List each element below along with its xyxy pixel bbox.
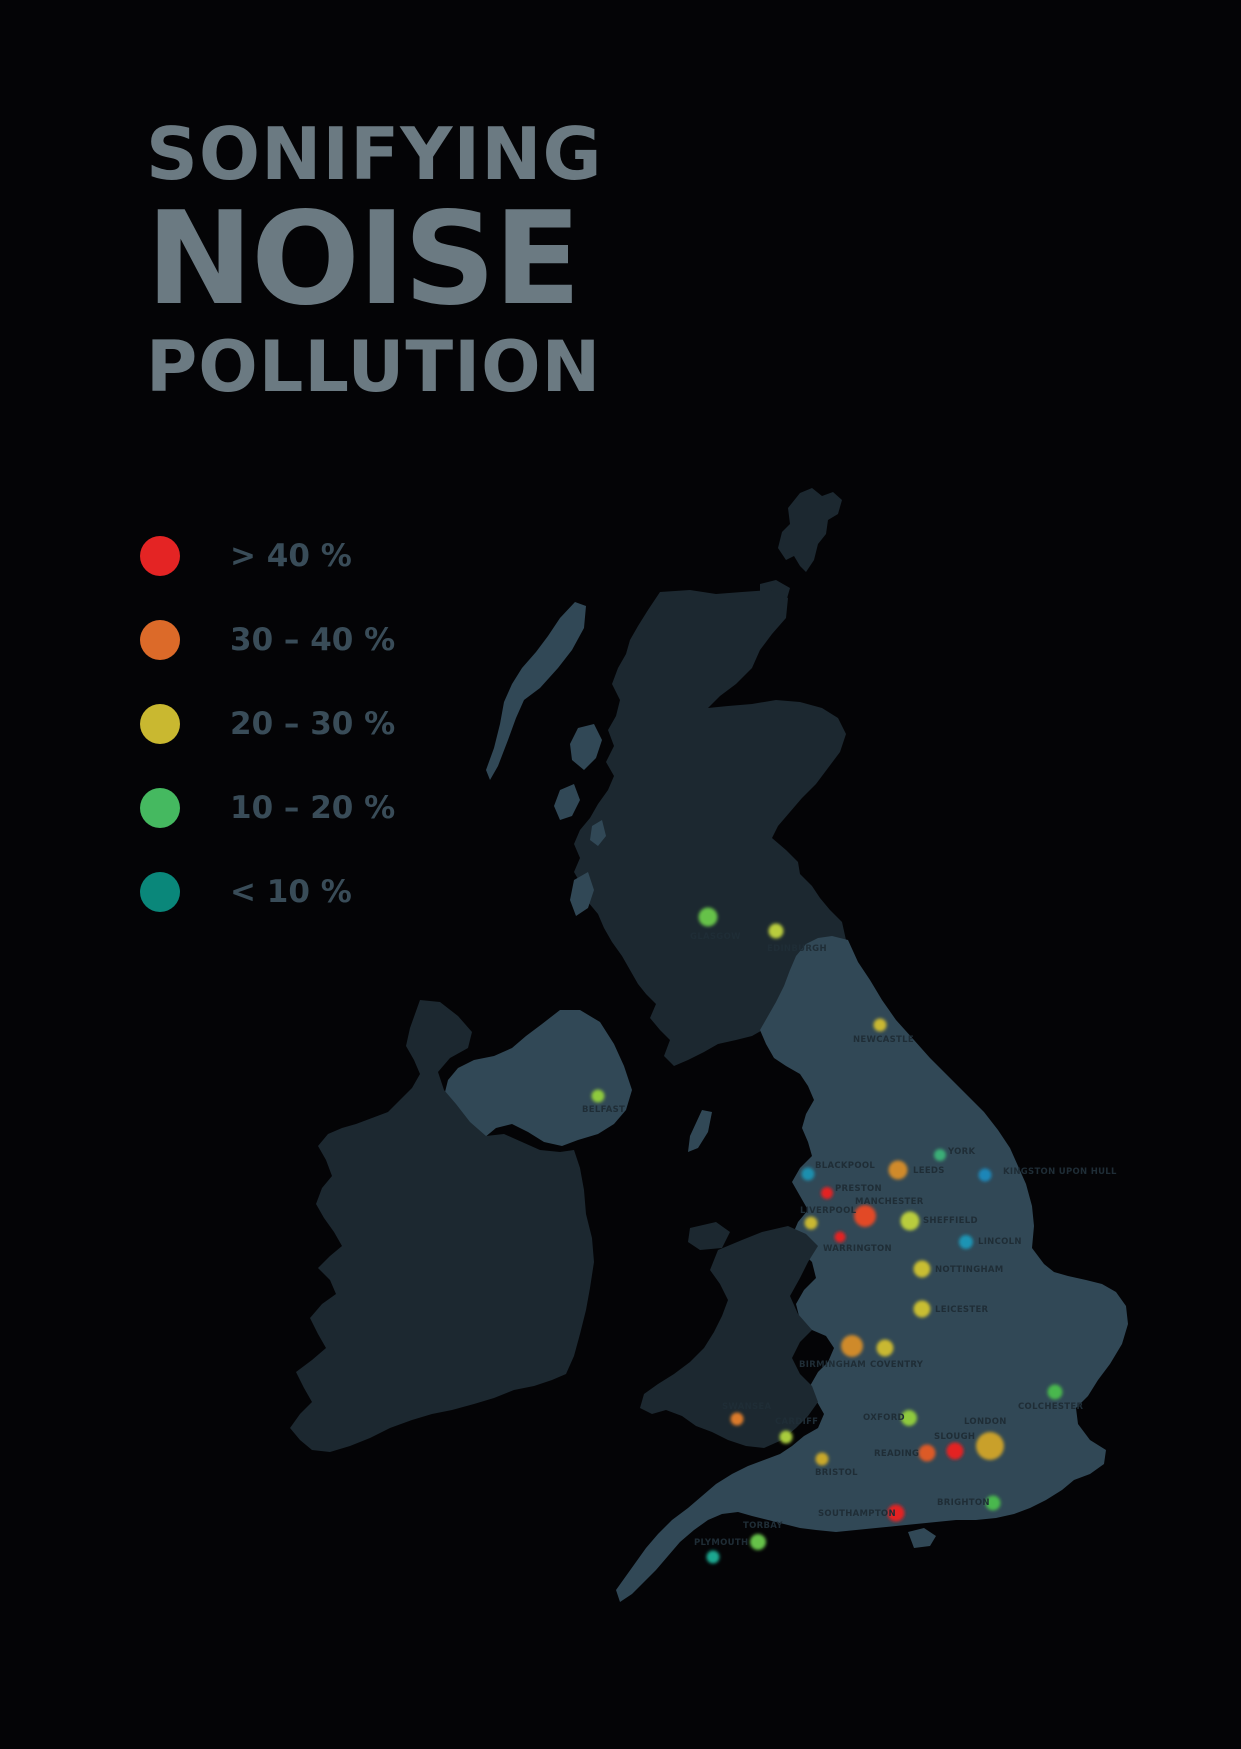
legend-label: < 10 % [230,874,352,910]
city-label-nottingham: NOTTINGHAM [935,1265,1004,1275]
city-label-london: LONDON [964,1417,1007,1427]
legend-label: 10 – 20 % [230,790,396,826]
city-label-cardiff: CARDIFF [775,1417,818,1427]
wales [640,1226,818,1448]
legend-label: 30 – 40 % [230,622,396,658]
city-marker-colchester[interactable] [1047,1384,1063,1400]
city-marker-belfast[interactable] [591,1089,605,1103]
city-marker-reading[interactable] [918,1444,936,1462]
city-label-kingston-upon-hull: KINGSTON UPON HULL [1003,1167,1117,1177]
city-marker-warrington[interactable] [834,1231,846,1243]
city-marker-kingston-upon-hull[interactable] [978,1168,992,1182]
city-label-warrington: WARRINGTON [823,1244,892,1254]
city-marker-nottingham[interactable] [913,1260,931,1278]
city-marker-leicester[interactable] [913,1300,931,1318]
city-marker-torbay[interactable] [750,1534,766,1550]
city-label-coventry: COVENTRY [870,1360,924,1370]
legend-swatch-red [140,536,180,576]
shetland-islands [778,488,842,572]
city-marker-plymouth[interactable] [706,1550,720,1564]
city-label-glasgow: GLASGOW [690,932,741,942]
city-label-preston: PRESTON [835,1184,882,1194]
city-marker-preston[interactable] [821,1187,833,1199]
city-marker-brighton[interactable] [985,1495,1001,1511]
city-label-lincoln: LINCOLN [978,1237,1022,1247]
city-label-oxford: OXFORD [863,1413,905,1423]
city-markers: GLASGOW EDINBURGH NEWCASTLE BELFAST BLAC… [582,907,1117,1564]
scotland [574,590,846,1066]
city-marker-manchester[interactable] [854,1205,876,1227]
title-line-1: SONIFYING [146,112,603,196]
city-label-edinburgh: EDINBURGH [767,944,827,954]
city-marker-leeds[interactable] [888,1160,908,1180]
city-label-manchester: MANCHESTER [855,1197,924,1207]
city-label-york: YORK [947,1147,976,1157]
city-marker-london[interactable] [976,1432,1004,1460]
england [616,936,1128,1602]
city-marker-southampton[interactable] [887,1504,905,1522]
city-marker-york[interactable] [934,1149,946,1161]
outer-hebrides [486,602,586,780]
city-label-colchester: COLCHESTER [1018,1402,1083,1412]
city-label-southampton: SOUTHAMPTON [818,1509,896,1519]
city-label-leeds: LEEDS [913,1166,945,1176]
ireland [290,1000,594,1452]
city-label-newcastle: NEWCASTLE [853,1035,914,1045]
city-marker-bristol[interactable] [815,1452,829,1466]
legend-swatch-green [140,788,180,828]
land-masses [290,488,1128,1602]
title-line-2: NOISE [146,185,581,334]
city-marker-oxford[interactable] [901,1410,917,1426]
city-marker-liverpool[interactable] [804,1216,818,1230]
city-label-swansea: SWANSEA [722,1402,772,1412]
city-label-brighton: BRIGHTON [937,1498,990,1508]
city-label-belfast: BELFAST [582,1105,625,1115]
city-label-blackpool: BLACKPOOL [815,1161,875,1171]
city-marker-swansea[interactable] [730,1412,744,1426]
legend-label: 20 – 30 % [230,706,396,742]
city-marker-cardiff[interactable] [779,1430,793,1444]
city-marker-edinburgh[interactable] [768,923,784,939]
city-label-bristol: BRISTOL [815,1468,858,1478]
city-label-sheffield: SHEFFIELD [923,1216,978,1226]
city-label-leicester: LEICESTER [935,1305,989,1315]
inner-hebrides [554,724,606,916]
city-marker-coventry[interactable] [876,1339,894,1357]
northern-ireland [444,1010,632,1146]
anglesey [688,1222,730,1250]
city-label-slough: SLOUGH [934,1432,975,1442]
legend-swatch-teal [140,872,180,912]
title-line-3: POLLUTION [146,326,602,408]
legend-label: > 40 % [230,538,352,574]
city-marker-slough[interactable] [946,1442,964,1460]
city-marker-glasgow[interactable] [698,907,718,927]
city-marker-newcastle[interactable] [873,1018,887,1032]
city-marker-blackpool[interactable] [801,1167,815,1181]
legend-swatch-orange [140,620,180,660]
city-label-liverpool: LIVERPOOL [800,1206,857,1216]
city-label-plymouth: PLYMOUTH [694,1538,748,1548]
city-marker-sheffield[interactable] [900,1211,920,1231]
isle-of-man [688,1110,712,1152]
isle-of-wight [908,1528,936,1548]
city-marker-lincoln[interactable] [959,1235,973,1249]
city-label-birmingham: BIRMINGHAM [799,1360,866,1370]
city-label-reading: READING [874,1449,919,1459]
city-label-torbay: TORBAY [743,1521,783,1531]
city-marker-birmingham[interactable] [841,1335,863,1357]
legend-swatch-yellow [140,704,180,744]
